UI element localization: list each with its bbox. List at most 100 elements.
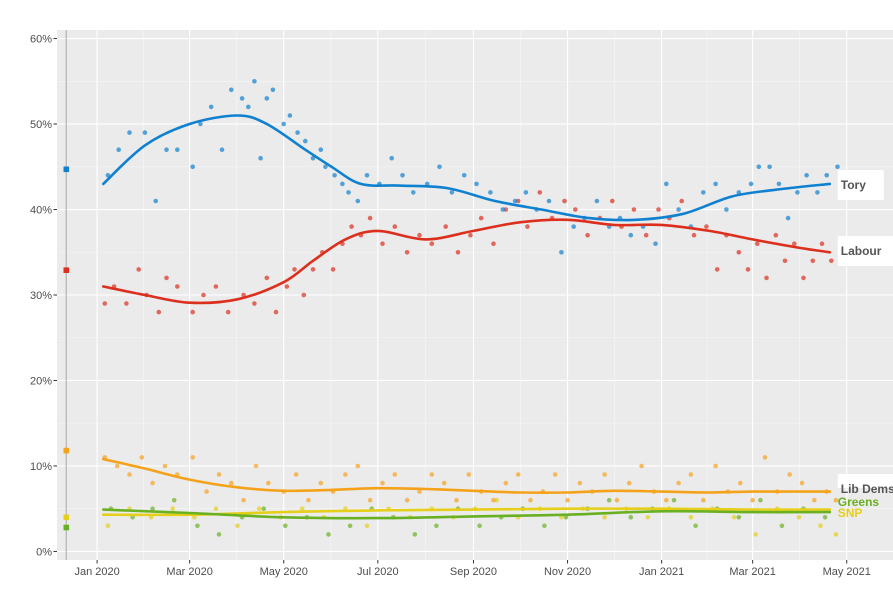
snp-poll-point (256, 506, 262, 512)
labour-poll-point (792, 241, 797, 246)
greens-poll-point (606, 497, 612, 503)
greens-poll-point (736, 515, 742, 520)
lib-dems-poll-point (738, 480, 743, 486)
tory-poll-point (229, 87, 234, 93)
greens-poll-point (283, 523, 288, 529)
lib-dems-poll-point (190, 455, 195, 460)
lib-dems-poll-point (503, 480, 509, 486)
lib-dems-poll-point (626, 480, 632, 486)
labour-poll-point (585, 232, 590, 238)
lib-dems-poll-point (229, 480, 234, 486)
snp-election-result (63, 514, 70, 521)
lib-dems-poll-point (355, 463, 361, 469)
labour-poll-point (264, 275, 270, 281)
x-tick-label: May 2021 (823, 566, 871, 578)
labour-poll-point (252, 301, 257, 306)
x-tick-label: Jan 2020 (74, 566, 119, 578)
tory-poll-point (323, 164, 328, 170)
labour-poll-point (755, 241, 760, 246)
snp-poll-point (213, 506, 219, 512)
snp-poll-point (192, 515, 197, 520)
x-tick-label: Jul 2020 (357, 566, 399, 578)
snp-poll-point (688, 515, 694, 520)
labour-poll-point (801, 275, 806, 281)
labour-poll-point (213, 284, 219, 289)
tory-poll-point (198, 121, 203, 127)
tory-poll-point (332, 173, 337, 178)
tory-poll-point (340, 181, 345, 187)
lib-dems-poll-point (266, 480, 271, 486)
tory-poll-point (142, 130, 148, 135)
labour-poll-point (429, 241, 435, 246)
labour-poll-point (764, 275, 769, 281)
tory-poll-point (127, 130, 132, 135)
lib-dems-poll-point (639, 463, 644, 469)
lib-dems-poll-point (204, 489, 209, 494)
lib-dems-poll-point (602, 472, 607, 477)
labour-poll-point (349, 224, 354, 229)
x-tick-label: Nov 2020 (544, 566, 591, 578)
labour-poll-point (156, 309, 162, 315)
labour-poll-point (225, 309, 231, 315)
tory-poll-point (175, 147, 180, 152)
snp-poll-point (299, 506, 305, 512)
greens-poll-point (150, 506, 155, 512)
labour-poll-point (573, 207, 578, 212)
tory-poll-point (785, 215, 791, 221)
snp-poll-point (364, 523, 370, 529)
lib-dems-poll-point (491, 497, 496, 503)
snp-poll-point (818, 523, 823, 529)
lib-dems-poll-point (701, 497, 706, 503)
lib-dems-poll-point (812, 497, 817, 503)
snp-series-label: SNP (838, 506, 863, 520)
tory-poll-point (153, 198, 158, 204)
lib-dems-poll-point (762, 455, 768, 460)
labour-poll-point (241, 292, 246, 298)
x-axis: Jan 2020 Mar 2020 May 2020 Jul 2020 Sep 2020… (74, 560, 871, 578)
labour-poll-point (273, 309, 279, 315)
lib-dems-poll-point (664, 497, 669, 503)
labour-poll-point (417, 232, 422, 238)
y-tick-label: 30% (30, 290, 52, 302)
greens-poll-point (779, 523, 785, 529)
tory-poll-point (346, 190, 351, 195)
lib-dems-series-label: Lib Dems (841, 482, 893, 496)
labour-poll-point (310, 267, 316, 272)
tory-poll-point (756, 164, 762, 170)
tory-poll-point (190, 164, 195, 170)
x-tick-label: Sep 2020 (450, 566, 497, 578)
snp-poll-point (645, 515, 651, 520)
lib-dems-poll-point (713, 463, 718, 469)
greens-poll-point (261, 506, 267, 512)
labour-poll-point (691, 232, 697, 238)
labour-poll-point (284, 284, 290, 289)
tory-poll-point (461, 173, 467, 178)
tory-election-result (63, 166, 70, 173)
lib-dems-poll-point (162, 463, 168, 469)
lib-dems-poll-point (404, 497, 410, 503)
y-axis: 0% 10% 20% 30% 40% 50% 60% (30, 34, 57, 558)
labour-poll-point (404, 250, 410, 255)
labour-poll-point (745, 267, 751, 272)
x-tick-label: May 2020 (260, 566, 308, 578)
greens-election-result (63, 524, 70, 531)
labour-poll-point (478, 215, 484, 221)
lib-dems-poll-point (787, 472, 792, 477)
tory-poll-point (776, 181, 782, 187)
tory-poll-point (252, 79, 257, 84)
tory-poll-point (355, 198, 361, 204)
labour-election-result (63, 267, 70, 273)
labour-poll-point (201, 292, 206, 298)
snp-poll-point (602, 515, 607, 520)
lib-dems-election-result (63, 447, 70, 454)
lib-dems-poll-point (306, 497, 311, 503)
tory-poll-point (676, 207, 681, 212)
labour-poll-point (736, 250, 742, 255)
tory-poll-point (400, 173, 405, 178)
greens-poll-point (195, 523, 200, 529)
y-tick-label: 50% (30, 119, 52, 131)
tory-poll-point (815, 190, 820, 195)
labour-poll-point (704, 224, 709, 229)
tory-poll-point (264, 96, 270, 101)
tory-poll-point (449, 190, 455, 195)
